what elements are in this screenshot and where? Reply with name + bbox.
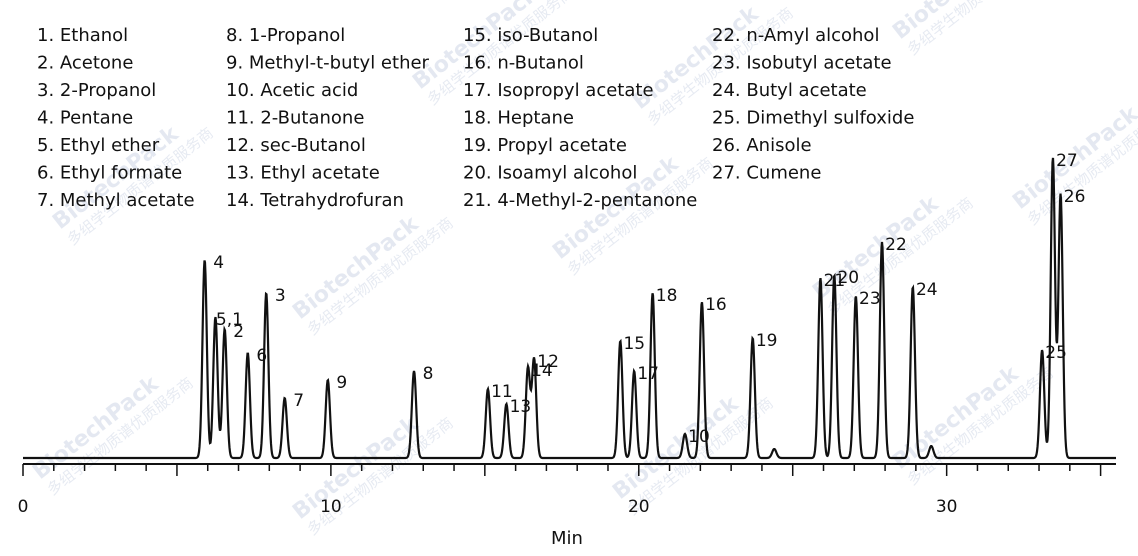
legend-entry: 20. Isoamyl alcohol	[463, 163, 637, 184]
peak-label: 3	[275, 286, 286, 306]
legend-entry: 21. 4-Methyl-2-pentanone	[463, 190, 697, 211]
peak-label: 11	[491, 382, 513, 402]
legend-entry: 7. Methyl acetate	[37, 190, 195, 211]
x-axis: 0 10 20 30	[18, 463, 1116, 517]
x-tick-label: 10	[320, 497, 342, 517]
x-tick-label: 20	[628, 497, 650, 517]
legend-entry: 2. Acetone	[37, 53, 133, 74]
legend-entry: 10. Acetic acid	[226, 80, 358, 101]
peak-label: 9	[336, 373, 347, 393]
peak-label: 24	[916, 280, 938, 300]
legend-entry: 4. Pentane	[37, 108, 133, 129]
peak-label: 2	[233, 322, 244, 342]
peak-label: 15	[623, 334, 645, 354]
peak-label: 7	[293, 391, 304, 411]
peak-label: 5,1	[216, 310, 243, 330]
legend-entry: 5. Ethyl ether	[37, 135, 160, 156]
legend-entry: 8. 1-Propanol	[226, 25, 345, 46]
legend-entry: 25. Dimethyl sulfoxide	[712, 108, 914, 129]
legend-entry: 16. n-Butanol	[463, 53, 584, 74]
peak-label: 20	[837, 268, 859, 288]
legend-entry: 12. sec-Butanol	[226, 135, 366, 156]
peak-label: 8	[423, 364, 434, 384]
legend-entry: 9. Methyl-t-butyl ether	[226, 53, 430, 74]
peak-label: 13	[510, 397, 532, 417]
x-tick-label: 30	[936, 497, 958, 517]
peak-label: 25	[1045, 343, 1067, 363]
legend-entry: 11. 2-Butanone	[226, 108, 364, 129]
legend-entry: 27. Cumene	[712, 163, 821, 184]
legend-entry: 1. Ethanol	[37, 25, 128, 46]
legend: 1. Ethanol 2. Acetone 3. 2-Propanol 4. Pent…	[37, 25, 914, 211]
legend-entry: 26. Anisole	[712, 135, 812, 156]
peak-label: 21	[824, 271, 846, 291]
legend-entry: 13. Ethyl acetate	[226, 163, 380, 184]
x-axis-title: Min	[551, 528, 583, 549]
legend-entry: 14. Tetrahydrofuran	[226, 190, 404, 211]
legend-entry: 22. n-Amyl alcohol	[712, 25, 879, 46]
peak-label: 22	[885, 235, 907, 255]
legend-entry: 17. Isopropyl acetate	[463, 80, 654, 101]
peak-label: 16	[705, 295, 727, 315]
legend-entry: 23. Isobutyl acetate	[712, 53, 892, 74]
peak-label: 14	[531, 361, 553, 381]
chromatogram-trace	[23, 157, 1116, 460]
peak-label: 19	[756, 331, 778, 351]
legend-entry: 6. Ethyl formate	[37, 163, 182, 184]
x-tick-label: 0	[18, 497, 29, 517]
peak-label: 23	[859, 289, 881, 309]
peak-label: 18	[656, 286, 678, 306]
peak-label: 6	[256, 346, 267, 366]
legend-entry: 19. Propyl acetate	[463, 135, 627, 156]
peak-label: 4	[213, 253, 224, 273]
legend-entry: 18. Heptane	[463, 108, 574, 129]
peak-label: 17	[637, 364, 659, 384]
legend-entry: 3. 2-Propanol	[37, 80, 156, 101]
peak-label: 12	[537, 352, 559, 372]
peak-label: 26	[1064, 187, 1086, 207]
legend-entry: 24. Butyl acetate	[712, 80, 867, 101]
legend-entry: 15. iso-Butanol	[463, 25, 598, 46]
peak-label: 27	[1056, 151, 1078, 171]
peak-label: 10	[688, 427, 710, 447]
